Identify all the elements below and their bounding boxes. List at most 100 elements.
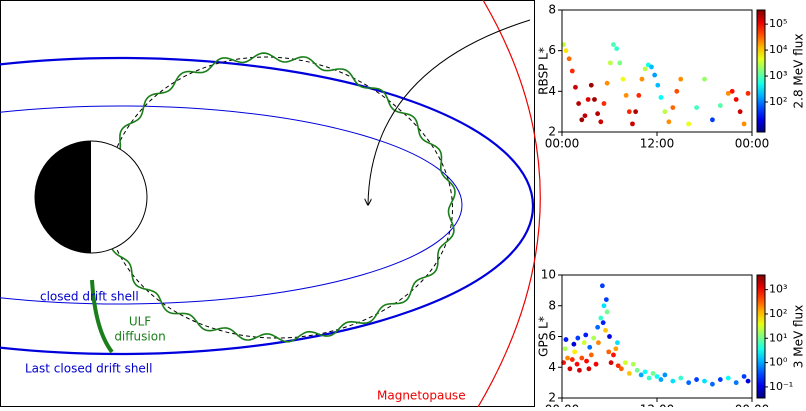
- point: [733, 380, 739, 386]
- point: [725, 90, 731, 96]
- point: [569, 68, 575, 74]
- point: [575, 335, 581, 341]
- colorbar-label: 2.8 MeV flux: [792, 34, 806, 109]
- point: [565, 355, 570, 361]
- label: ULF: [129, 315, 151, 329]
- y-tick-label: 2: [548, 125, 556, 139]
- point: [633, 109, 639, 115]
- point: [569, 357, 575, 362]
- point: [729, 88, 735, 94]
- point: [686, 380, 692, 386]
- point: [579, 355, 585, 361]
- point: [710, 381, 715, 387]
- colorbar-tick-label: 10⁰: [769, 356, 788, 369]
- colorbar-tick-label: 10²: [769, 307, 787, 320]
- point: [639, 76, 645, 82]
- point: [592, 97, 597, 102]
- y-tick-label: 8: [548, 3, 556, 17]
- point: [576, 101, 582, 106]
- point: [601, 303, 607, 309]
- point: [604, 309, 610, 315]
- colorbar: [756, 274, 766, 399]
- point: [585, 97, 591, 102]
- point: [611, 42, 616, 47]
- point: [745, 90, 751, 96]
- y-tick-label: 4: [548, 360, 556, 374]
- point: [599, 283, 605, 289]
- point: [571, 341, 577, 347]
- point: [608, 360, 614, 366]
- colorbar-tick-label: 10⁻¹: [769, 380, 793, 393]
- point: [587, 344, 593, 350]
- magnetopause-line: [477, 0, 541, 408]
- point: [598, 315, 604, 321]
- point: [596, 340, 601, 346]
- point: [630, 121, 635, 127]
- point: [674, 88, 680, 94]
- point: [642, 66, 648, 72]
- x-tick-label: 00:00: [735, 137, 770, 151]
- point: [686, 121, 692, 127]
- colorbar-tick-label: 10³: [769, 283, 787, 296]
- point: [678, 375, 684, 381]
- axes-frame: [561, 9, 753, 133]
- colorbar-tick-label: 10³: [769, 69, 787, 82]
- point: [717, 103, 723, 108]
- point: [601, 101, 607, 106]
- point: [600, 320, 606, 326]
- point: [562, 346, 568, 352]
- point: [574, 361, 580, 367]
- point: [615, 340, 620, 346]
- point: [579, 117, 585, 123]
- colorbar-tick-label: 10¹: [769, 331, 787, 344]
- point: [595, 111, 601, 117]
- point: [662, 109, 668, 115]
- x-tick-label: 00:00: [735, 403, 770, 408]
- colorbar-label: 3 MeV flux: [792, 305, 806, 368]
- point: [572, 349, 578, 355]
- point: [654, 374, 660, 379]
- point: [725, 375, 731, 381]
- point: [586, 366, 592, 372]
- drift-path: [111, 56, 453, 339]
- point: [733, 97, 739, 102]
- point: [737, 109, 743, 115]
- y-tick-label: 6: [548, 329, 556, 343]
- point: [614, 46, 620, 52]
- x-tick-label: 00:00: [545, 137, 580, 151]
- point: [658, 95, 664, 100]
- point: [658, 377, 664, 382]
- point: [615, 363, 621, 369]
- y-tick-label: 4: [548, 84, 556, 98]
- point: [638, 372, 644, 378]
- point: [666, 119, 672, 125]
- point: [567, 366, 573, 372]
- point: [613, 346, 619, 352]
- point: [607, 60, 613, 66]
- point: [603, 327, 608, 333]
- y-axis-label: GPS L*: [537, 316, 551, 357]
- point: [702, 378, 707, 384]
- point: [652, 72, 658, 78]
- point: [588, 352, 594, 358]
- y-tick-label: 6: [548, 43, 556, 57]
- point: [623, 93, 629, 98]
- point: [626, 109, 632, 115]
- colorbar-tick-label: 10⁴: [769, 43, 788, 56]
- point: [604, 80, 610, 86]
- point: [598, 119, 604, 125]
- point: [642, 369, 648, 375]
- colorbar-tick-label: 10⁵: [769, 17, 787, 30]
- y-axis-label: RBSP L*: [537, 47, 551, 95]
- label: Magnetopause: [377, 389, 466, 403]
- point: [694, 377, 699, 382]
- y-tick-label: 8: [548, 298, 556, 312]
- point: [563, 337, 569, 342]
- point: [607, 334, 612, 339]
- point: [646, 375, 652, 381]
- point: [606, 349, 612, 355]
- point: [649, 64, 654, 70]
- closed-shell: [0, 105, 463, 305]
- pointer-arrow: [368, 19, 531, 205]
